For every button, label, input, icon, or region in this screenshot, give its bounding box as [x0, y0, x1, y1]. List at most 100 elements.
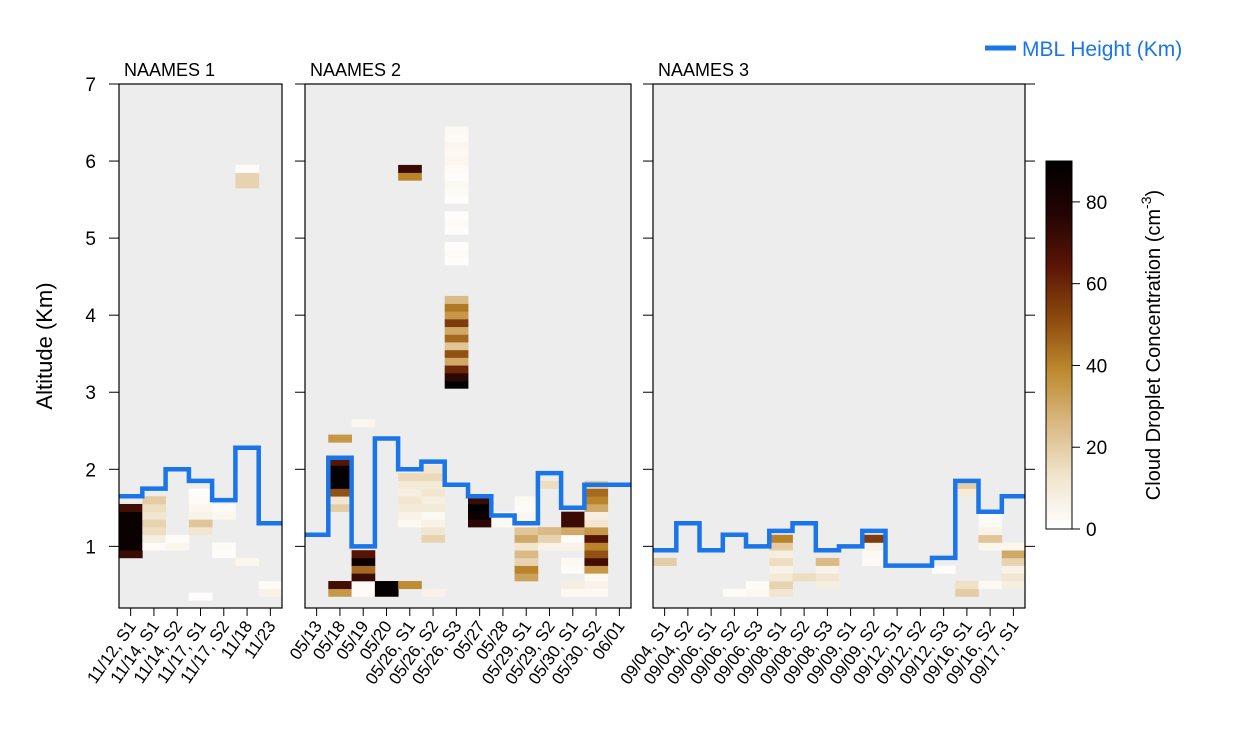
heatmap-cell	[444, 172, 469, 181]
y-tick-label: 1	[85, 537, 96, 558]
heatmap-cell	[537, 527, 562, 536]
heatmap-cell	[235, 172, 260, 189]
heatmap-cell	[561, 534, 585, 543]
heatmap-cell	[444, 195, 469, 204]
heatmap-cell	[444, 342, 469, 351]
heatmap-cell	[444, 257, 469, 266]
heatmap-cell	[328, 588, 352, 597]
heatmap-cell	[258, 581, 283, 590]
heatmap-cell	[398, 511, 422, 520]
heatmap-cell	[932, 565, 956, 574]
heatmap-cell	[862, 557, 886, 566]
heatmap-cell	[142, 527, 166, 536]
heatmap-cell	[862, 534, 886, 543]
heatmap-cell	[769, 534, 793, 543]
heatmap-cell	[444, 311, 469, 320]
heatmap-cell	[444, 226, 469, 235]
heatmap-cell	[537, 542, 562, 551]
heatmap-cell	[584, 519, 609, 528]
heatmap-cell	[584, 588, 609, 597]
heatmap-cell	[421, 527, 446, 536]
heatmap-cell	[328, 434, 352, 443]
heatmap-cell	[351, 581, 376, 597]
heatmap-cell	[444, 180, 469, 189]
heatmap-cell	[328, 503, 352, 512]
heatmap-cell	[514, 542, 539, 551]
heatmap-cell	[1001, 542, 1026, 551]
heatmap-cell	[351, 557, 376, 566]
heatmap-cell	[978, 511, 1003, 520]
heatmap-cell	[398, 519, 422, 528]
mbl-height-line	[653, 478, 1025, 568]
heatmap-cell	[792, 573, 817, 582]
heatmap-cell	[978, 527, 1003, 536]
heatmap-cell	[444, 211, 469, 220]
colorbar-label: Cloud Droplet Concentration (cm-3)	[1138, 190, 1165, 500]
heatmap-cell	[468, 519, 492, 528]
heatmap-cell	[584, 542, 609, 551]
heatmap-cell	[584, 511, 609, 520]
heatmap-cell	[746, 588, 770, 597]
heatmap-cell	[584, 534, 609, 543]
heatmap-cell	[862, 542, 886, 551]
heatmap-cell	[351, 565, 376, 574]
heatmap-cell	[444, 126, 469, 135]
heatmap-cell	[444, 188, 469, 197]
heatmap-cell	[561, 511, 585, 528]
heatmap-cell	[258, 588, 283, 597]
heatmap-cell	[188, 488, 213, 497]
heatmap-cell	[188, 496, 213, 505]
heatmap-cell	[769, 588, 793, 597]
panel-title: NAAMES 1	[124, 60, 215, 80]
heatmap-cell	[769, 557, 793, 566]
heatmap-cell	[468, 511, 492, 520]
heatmap-cell	[584, 496, 609, 505]
heatmap-cell	[421, 488, 446, 497]
heatmap-cell	[328, 457, 352, 466]
heatmap-cell	[212, 550, 236, 559]
y-tick-label: 7	[85, 75, 96, 96]
heatmap-cell	[328, 465, 352, 489]
heatmap-cell	[444, 319, 469, 328]
heatmap-cell	[328, 581, 352, 590]
heatmap-cell	[769, 565, 793, 574]
heatmap-cell	[235, 164, 260, 173]
heatmap-cell	[444, 380, 469, 389]
heatmap-cell	[142, 534, 166, 543]
heatmap-cell	[584, 581, 609, 590]
heatmap-cell	[584, 550, 609, 559]
heatmap-cell	[584, 527, 609, 536]
heatmap-cell	[119, 550, 143, 559]
heatmap-cell	[978, 519, 1003, 528]
heatmap-cell	[561, 527, 585, 536]
y-tick-label: 5	[85, 229, 96, 250]
heatmap-cell	[398, 172, 422, 181]
heatmap-cell	[421, 480, 446, 489]
colorbar-tick-label: 60	[1086, 275, 1107, 296]
heatmap-cell	[491, 519, 515, 528]
heatmap-cell	[444, 241, 469, 250]
heatmap-cell	[188, 592, 213, 601]
heatmap-cell	[119, 511, 143, 551]
plot-frame	[652, 83, 1026, 609]
heatmap-cell	[653, 557, 677, 566]
heatmap-cell	[165, 534, 190, 543]
heatmap-cell	[235, 557, 260, 566]
y-tick-label: 6	[85, 152, 96, 173]
heatmap-cell	[815, 581, 840, 590]
colorbar-tick-label: 40	[1086, 356, 1107, 377]
heatmap-cell	[444, 303, 469, 312]
heatmap-cell	[142, 496, 166, 505]
heatmap-cell	[421, 519, 446, 528]
heatmap-cell	[862, 550, 886, 559]
heatmap-cell	[955, 588, 979, 597]
mbl-height-line	[305, 436, 631, 549]
heatmap-cell	[514, 511, 539, 520]
plot-frame	[304, 83, 632, 609]
heatmap-cell	[444, 134, 469, 143]
colorbar-tick-label: 20	[1086, 438, 1107, 459]
heatmap-cell	[1001, 557, 1026, 566]
heatmap-cell	[444, 249, 469, 258]
